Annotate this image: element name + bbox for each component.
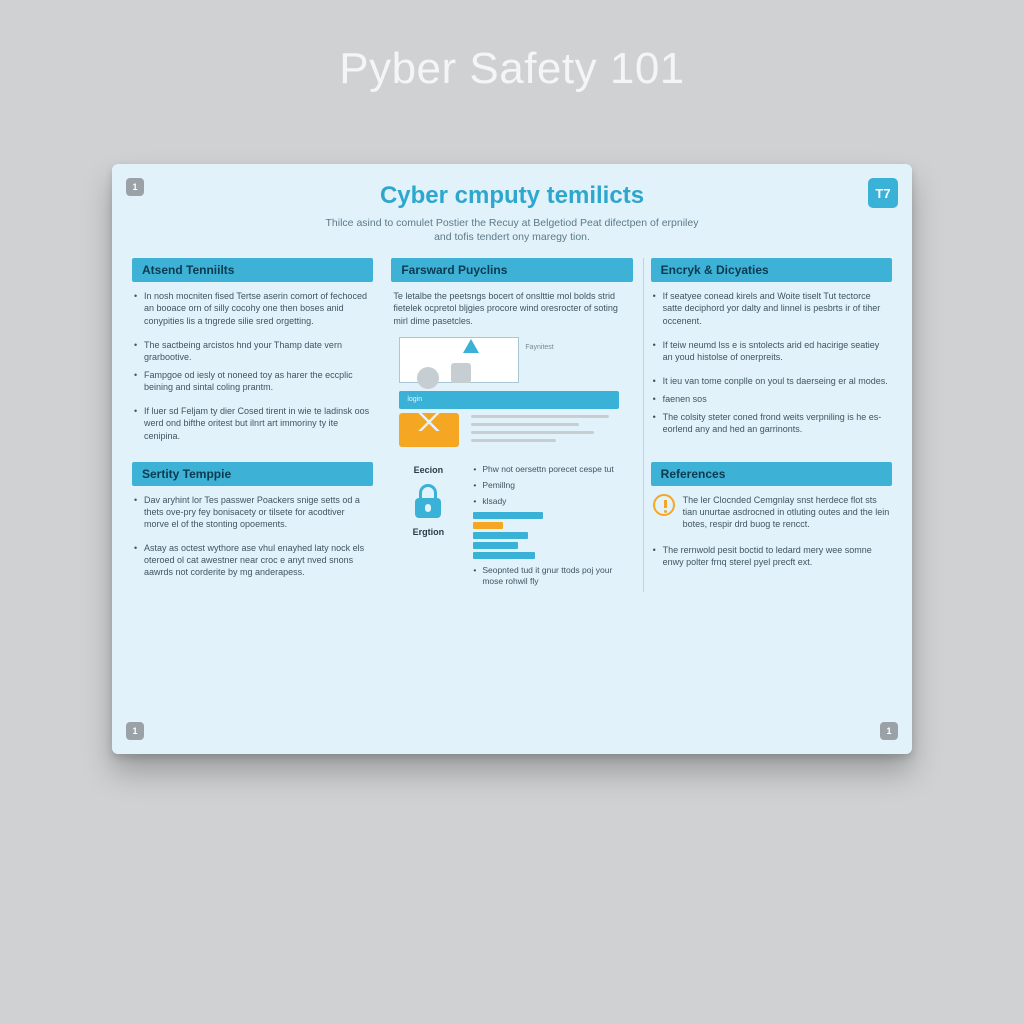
diagram-label: Eecion — [414, 464, 444, 476]
panel-attend: Atsend Tenniilts In nosh mocniten fised … — [132, 258, 373, 447]
bullet: Seopnted tud it gnur ttods poj your mose… — [473, 565, 630, 587]
poster-grid: Atsend Tenniilts In nosh mocniten fised … — [132, 258, 892, 592]
poster: 1 T7 1 1 Cyber cmputy temilicts Thilce a… — [112, 164, 912, 754]
diagram-label: Ergtion — [413, 526, 445, 538]
bullet: In nosh mocniten fised Tertse aserin com… — [134, 290, 371, 326]
bullet: Phw not oersettn porecet cespe tut — [473, 464, 630, 475]
text-lines-icon — [471, 415, 624, 447]
arrow-icon — [463, 339, 479, 353]
corner-pin-tl: 1 — [126, 178, 144, 196]
warning-icon — [653, 494, 675, 516]
bullet: Pemillng — [473, 480, 630, 491]
mini-bar-chart — [473, 512, 630, 559]
bullet: The sactbeing arcistos hnd your Thamp da… — [134, 339, 371, 363]
page-title: Pyber Safety 101 — [339, 44, 685, 94]
poster-header: Cyber cmputy temilicts Thilce asind to c… — [132, 182, 892, 244]
user-circle-icon — [417, 367, 439, 389]
bullet: Fampgoe od iesly ot noneed toy as harer … — [134, 369, 371, 393]
panel-farsward: Farsward Puyclins Te letalbe the peetsng… — [391, 258, 632, 447]
poster-subheading: Thilce asind to comulet Postier the Recu… — [322, 216, 702, 244]
bullet: Astay as octest wythore ase vhul enayhed… — [134, 542, 371, 578]
corner-pin-bl: 1 — [126, 722, 144, 740]
diagram-label: Faynitest — [525, 343, 553, 352]
login-bar: login — [399, 391, 619, 409]
panel-header: Sertity Temppie — [132, 462, 373, 486]
panel-intro: Te letalbe the peetsngs bocert of onsltt… — [393, 290, 630, 326]
bullet: If teiw neumd lss e is sntolects arid ed… — [653, 339, 890, 363]
panel-encrypt: Encryk & Dicyaties If seatyee conead kir… — [651, 258, 892, 447]
bullet: It ieu van tome conplle on youl ts daers… — [653, 375, 890, 387]
bullet: If luer sd Feljam ty dier Cosed tirent i… — [134, 405, 371, 441]
panel-header: Encryk & Dicyaties — [651, 258, 892, 282]
person-icon — [451, 363, 471, 383]
bullet: Dav aryhint lor Tes passwer Poackers sni… — [134, 494, 371, 530]
panel-header: Farsward Puyclins — [391, 258, 632, 282]
panel-header: References — [651, 462, 892, 486]
bullet: The rernwold pesit boctid to ledard mery… — [653, 544, 890, 568]
panel-ection: Eecion Ergtion Phw not oersettn porecet … — [391, 462, 632, 592]
panel-sertity: Sertity Temppie Dav aryhint lor Tes pass… — [132, 462, 373, 592]
panel-header: Atsend Tenniilts — [132, 258, 373, 282]
bullet: faenen sos — [653, 393, 890, 405]
panel-references: References The ler Clocnded Cemgnlay sns… — [651, 462, 892, 592]
reference-text: The ler Clocnded Cemgnlay snst herdece f… — [683, 494, 890, 530]
diagram-lock: Eecion Ergtion Phw not oersettn porecet … — [393, 464, 630, 592]
lock-icon — [413, 484, 443, 518]
bullet: If seatyee conead kirels and Woite tisel… — [653, 290, 890, 326]
bullet: klsady — [473, 496, 630, 507]
bullet: The colsity steter coned frond weits ver… — [653, 411, 890, 435]
poster-heading: Cyber cmputy temilicts — [132, 182, 892, 210]
diagram-flow: Faynitest login — [393, 333, 630, 443]
envelope-icon — [399, 413, 459, 447]
corner-pin-br: 1 — [880, 722, 898, 740]
logo-badge: T7 — [868, 178, 898, 208]
divider-line — [643, 258, 644, 592]
